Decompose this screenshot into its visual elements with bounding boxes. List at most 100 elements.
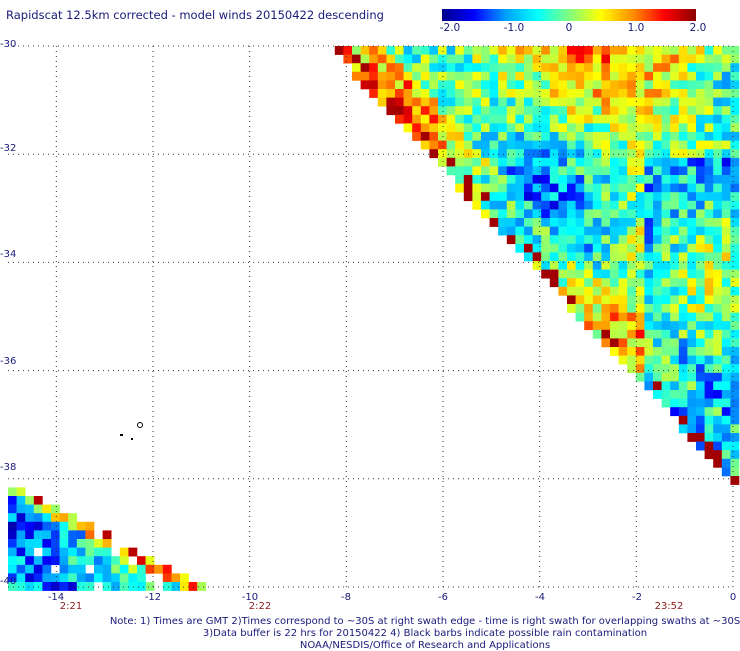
swath-cell: [111, 564, 121, 574]
swath-cell: [704, 304, 714, 313]
swath-cell: [687, 175, 697, 184]
swath-cell: [618, 304, 628, 313]
swath-cell: [687, 286, 697, 296]
swath-cell: [678, 149, 688, 159]
swath-cell: [601, 329, 611, 339]
swath-cell: [145, 564, 155, 574]
swath-cell: [541, 140, 551, 150]
swath-cell: [532, 46, 542, 55]
swath-cell: [16, 539, 26, 548]
swath-cell: [687, 149, 697, 159]
swath-cell: [678, 166, 688, 176]
swath-cell: [730, 243, 740, 253]
swath-cell: [412, 80, 422, 90]
swath-cell: [446, 166, 456, 176]
swath-cell: [592, 269, 602, 279]
swath-cell: [653, 261, 662, 270]
swath-cell: [558, 209, 568, 219]
swath-cell: [678, 175, 688, 184]
swath-cell: [558, 140, 568, 150]
swath-cell: [575, 269, 585, 279]
swath-cell: [678, 80, 688, 90]
swath-cell: [532, 132, 542, 141]
swath-cell: [653, 218, 662, 227]
swath-cell: [498, 183, 508, 193]
swath-cell: [498, 218, 508, 227]
swath-cell: [584, 97, 594, 107]
swath-cell: [438, 80, 447, 90]
swath-cell: [76, 573, 86, 583]
swath-cell: [678, 218, 688, 227]
swath-cell: [489, 149, 499, 159]
swath-cell: [644, 269, 654, 279]
swath-cell: [670, 192, 680, 202]
swath-cell: [395, 106, 404, 116]
swath-cell: [713, 71, 723, 81]
swath-cell: [610, 252, 619, 262]
swath-cell: [524, 183, 533, 193]
swath-cell: [403, 46, 413, 55]
swath-cell: [601, 140, 611, 150]
swath-cell: [33, 564, 43, 574]
swath-cell: [635, 312, 645, 322]
swath-cell: [678, 364, 688, 374]
swath-cell: [721, 415, 731, 425]
swath-cell: [592, 140, 602, 150]
swath-cell: [644, 123, 654, 133]
swath-cell: [704, 218, 714, 227]
swath-cell: [678, 192, 688, 202]
swath-cell: [618, 226, 628, 236]
swath-cell: [438, 54, 447, 64]
swath-cell: [85, 521, 95, 531]
swath-cell: [644, 364, 654, 374]
swath-cell: [721, 132, 731, 141]
swath-cell: [472, 54, 482, 64]
colorbar-label: 1.0: [627, 22, 645, 34]
swath-cell: [661, 140, 671, 150]
swath-cell: [696, 304, 705, 313]
swath-cell: [128, 564, 138, 574]
swath-cell: [541, 97, 551, 107]
swath-cell: [102, 582, 112, 591]
swath-cell: [567, 192, 576, 202]
swath-cell: [661, 71, 671, 81]
swath-cell: [618, 235, 628, 245]
swath-cell: [713, 106, 723, 116]
swath-cell: [575, 252, 585, 262]
swath-cell: [575, 209, 585, 219]
swath-cell: [567, 218, 576, 227]
swath-cell: [678, 71, 688, 81]
swath-cell: [601, 71, 611, 81]
swath-cell: [412, 46, 422, 55]
swath-cell: [644, 106, 654, 116]
swath-cell: [670, 226, 680, 236]
swath-cell: [644, 321, 654, 331]
swath-cell: [730, 46, 740, 55]
swath-cell: [670, 166, 680, 176]
swath-cell: [420, 89, 430, 98]
swath-cell: [644, 149, 654, 159]
swath-cell: [661, 46, 671, 55]
swath-cell: [687, 63, 697, 73]
swath-cell: [429, 106, 439, 116]
swath-cell: [489, 97, 499, 107]
swath-cell: [592, 46, 602, 55]
swath-cell: [704, 123, 714, 133]
swath-cell: [644, 46, 654, 55]
swath-cell: [730, 364, 740, 374]
swath-cell: [412, 54, 422, 64]
swath-cell: [610, 192, 619, 202]
swath-cell: [635, 347, 645, 356]
swath-cell: [635, 218, 645, 227]
swath-cell: [661, 235, 671, 245]
swath-cell: [515, 46, 525, 55]
swath-cell: [549, 46, 559, 55]
swath-cell: [111, 556, 121, 566]
swath-cell: [644, 261, 654, 270]
swath-cell: [489, 183, 499, 193]
x-tick-label: -4: [535, 592, 545, 603]
swath-cell: [102, 539, 112, 548]
swath-cell: [584, 192, 594, 202]
swath-cell: [498, 200, 508, 210]
swath-cell: [592, 97, 602, 107]
